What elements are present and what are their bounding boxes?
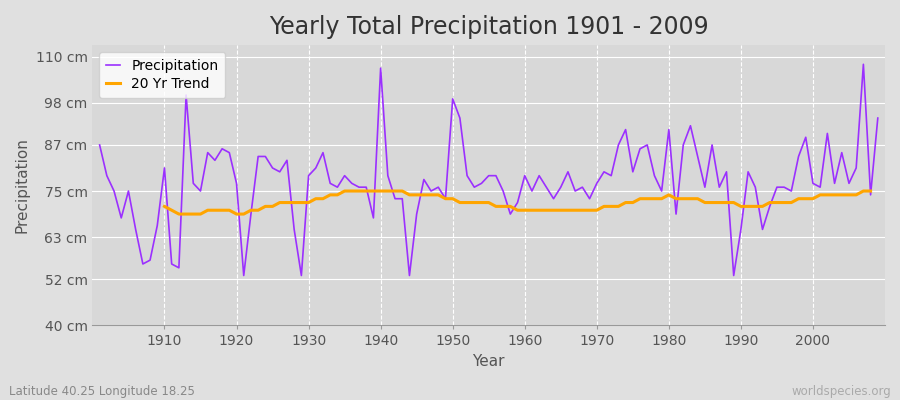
- 20 Yr Trend: [390, 189, 400, 194]
- Precipitation: [872, 116, 883, 120]
- Title: Yearly Total Precipitation 1901 - 2009: Yearly Total Precipitation 1901 - 2009: [269, 15, 708, 39]
- Precipitation: [858, 62, 868, 67]
- Legend: Precipitation, 20 Yr Trend: Precipitation, 20 Yr Trend: [99, 52, 225, 98]
- 20 Yr Trend: [865, 189, 876, 194]
- 20 Yr Trend: [526, 208, 537, 213]
- 20 Yr Trend: [728, 200, 739, 205]
- Y-axis label: Precipitation: Precipitation: [15, 137, 30, 233]
- Precipitation: [238, 273, 249, 278]
- Precipitation: [526, 189, 537, 194]
- X-axis label: Year: Year: [472, 354, 505, 369]
- Line: Precipitation: Precipitation: [100, 64, 878, 276]
- 20 Yr Trend: [339, 189, 350, 194]
- 20 Yr Trend: [159, 204, 170, 209]
- Precipitation: [361, 185, 372, 190]
- 20 Yr Trend: [174, 212, 184, 216]
- Precipitation: [318, 150, 328, 155]
- Precipitation: [519, 173, 530, 178]
- Line: 20 Yr Trend: 20 Yr Trend: [165, 191, 870, 214]
- Precipitation: [613, 142, 624, 147]
- 20 Yr Trend: [332, 192, 343, 197]
- Text: worldspecies.org: worldspecies.org: [791, 385, 891, 398]
- Precipitation: [152, 223, 163, 228]
- 20 Yr Trend: [361, 189, 372, 194]
- Text: Latitude 40.25 Longitude 18.25: Latitude 40.25 Longitude 18.25: [9, 385, 195, 398]
- 20 Yr Trend: [548, 208, 559, 213]
- Precipitation: [94, 142, 105, 147]
